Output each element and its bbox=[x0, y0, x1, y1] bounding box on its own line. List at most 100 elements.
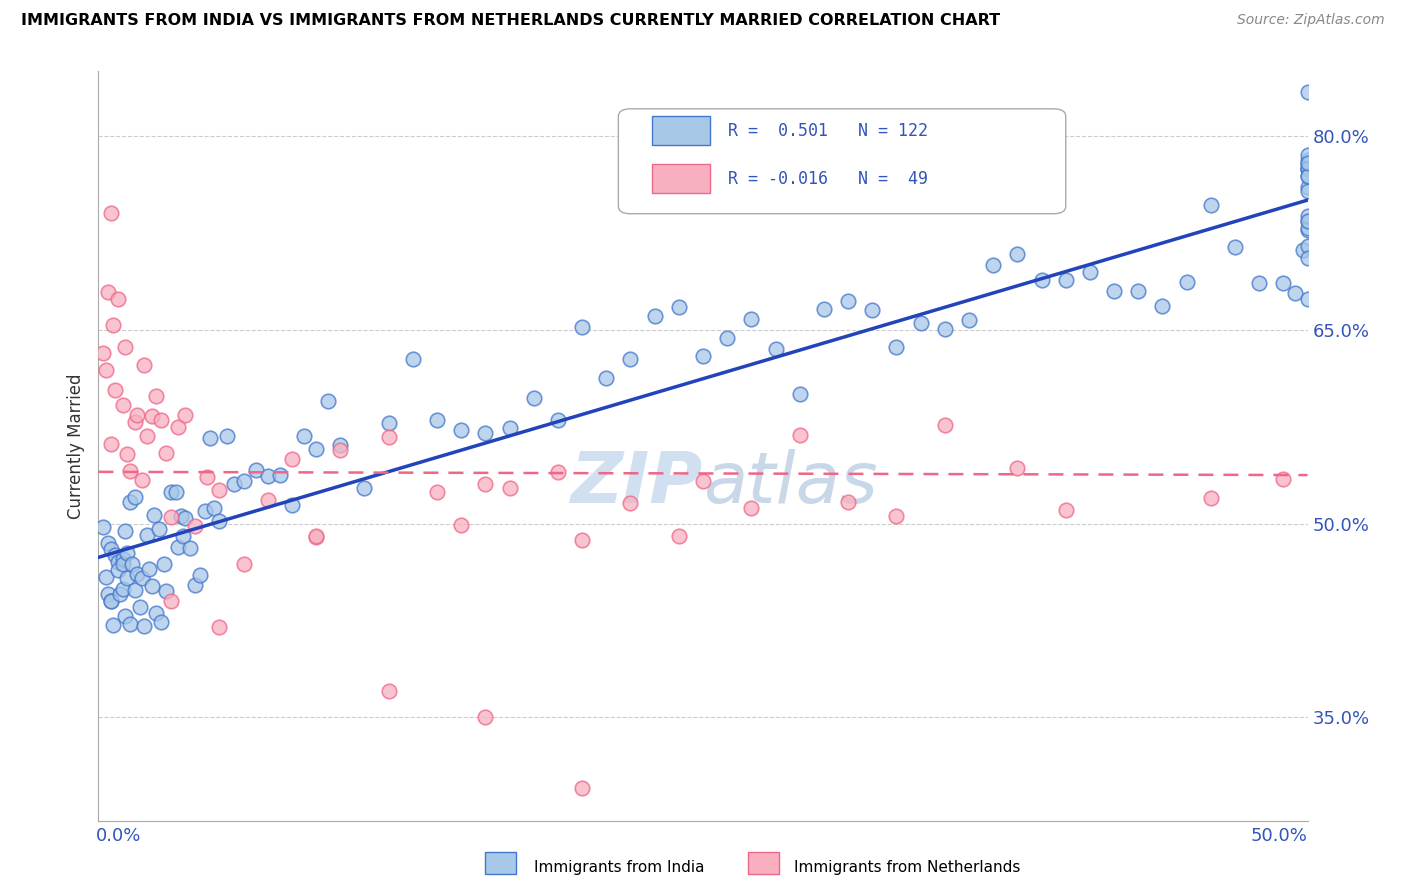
Point bbox=[1272, 472, 1295, 486]
Point bbox=[498, 421, 520, 435]
Point bbox=[619, 496, 641, 510]
Point bbox=[114, 524, 136, 539]
Point bbox=[1152, 299, 1174, 313]
Point bbox=[1296, 86, 1319, 100]
Point bbox=[138, 562, 160, 576]
Point bbox=[571, 319, 593, 334]
Point bbox=[1296, 157, 1319, 171]
Point bbox=[619, 351, 641, 366]
Point bbox=[426, 484, 449, 499]
Point bbox=[232, 475, 254, 489]
Text: IMMIGRANTS FROM INDIA VS IMMIGRANTS FROM NETHERLANDS CURRENTLY MARRIED CORRELATI: IMMIGRANTS FROM INDIA VS IMMIGRANTS FROM… bbox=[21, 13, 1000, 29]
Point bbox=[104, 383, 127, 397]
Point bbox=[305, 530, 328, 544]
Point bbox=[1296, 214, 1319, 228]
Point bbox=[111, 582, 134, 597]
Point bbox=[222, 476, 245, 491]
Point bbox=[174, 511, 197, 525]
Point bbox=[316, 394, 339, 409]
Point bbox=[167, 420, 190, 434]
Point bbox=[152, 558, 174, 572]
Point bbox=[1284, 286, 1306, 301]
Bar bbox=[652, 116, 710, 145]
Point bbox=[101, 318, 124, 332]
Point bbox=[474, 477, 496, 491]
Point bbox=[94, 363, 117, 377]
Point bbox=[128, 599, 150, 614]
Point bbox=[957, 313, 980, 327]
Point bbox=[981, 258, 1004, 272]
Point bbox=[107, 555, 129, 569]
Point bbox=[692, 349, 714, 363]
Point bbox=[1102, 285, 1125, 299]
Point bbox=[450, 518, 472, 533]
Point bbox=[131, 571, 153, 585]
Point bbox=[141, 579, 163, 593]
Point bbox=[134, 619, 156, 633]
Point bbox=[100, 593, 122, 607]
Point bbox=[716, 331, 738, 345]
Text: R = -0.016   N =  49: R = -0.016 N = 49 bbox=[728, 169, 928, 187]
Point bbox=[148, 523, 170, 537]
Point bbox=[1007, 461, 1029, 475]
Y-axis label: Currently Married: Currently Married bbox=[67, 373, 86, 519]
Point bbox=[305, 529, 328, 543]
Point bbox=[104, 548, 127, 562]
Point bbox=[100, 206, 122, 220]
Point bbox=[198, 431, 221, 445]
Point bbox=[1296, 169, 1319, 183]
Point bbox=[1296, 161, 1319, 176]
Point bbox=[117, 571, 139, 585]
Point bbox=[134, 358, 156, 372]
Point bbox=[547, 412, 569, 426]
Point bbox=[934, 322, 956, 336]
Point bbox=[377, 417, 399, 431]
Bar bbox=[652, 164, 710, 193]
Point bbox=[1078, 265, 1101, 279]
Point bbox=[111, 398, 134, 412]
Point bbox=[124, 490, 146, 504]
Point bbox=[1296, 148, 1319, 162]
Point bbox=[118, 617, 141, 632]
Point bbox=[789, 386, 811, 401]
Text: R =  0.501   N = 122: R = 0.501 N = 122 bbox=[728, 121, 928, 139]
Point bbox=[1007, 247, 1029, 261]
Point bbox=[91, 345, 114, 359]
Point bbox=[155, 446, 177, 460]
Point bbox=[131, 473, 153, 487]
Point bbox=[1296, 161, 1319, 175]
Point bbox=[127, 408, 149, 422]
Point bbox=[1296, 153, 1319, 167]
Point bbox=[1175, 276, 1198, 290]
Point bbox=[100, 594, 122, 608]
Point bbox=[498, 481, 520, 495]
Point bbox=[1054, 503, 1077, 517]
Point bbox=[1296, 156, 1319, 170]
Point bbox=[160, 484, 183, 499]
Text: 0.0%: 0.0% bbox=[96, 827, 142, 845]
Point bbox=[1199, 198, 1222, 212]
Point bbox=[245, 463, 267, 477]
Point bbox=[167, 540, 190, 554]
Text: Immigrants from India: Immigrants from India bbox=[534, 860, 704, 874]
Point bbox=[595, 370, 617, 384]
Point bbox=[118, 495, 141, 509]
Point bbox=[117, 447, 139, 461]
Bar bbox=[748, 852, 779, 874]
Point bbox=[377, 429, 399, 443]
Point bbox=[155, 583, 177, 598]
Point bbox=[934, 417, 956, 432]
Point bbox=[765, 342, 787, 356]
Point bbox=[450, 423, 472, 437]
Point bbox=[1054, 273, 1077, 287]
Point bbox=[124, 583, 146, 598]
Point bbox=[111, 552, 134, 566]
Point bbox=[886, 340, 908, 354]
Point bbox=[547, 465, 569, 479]
Point bbox=[184, 519, 207, 533]
Point bbox=[474, 425, 496, 440]
Point bbox=[1296, 179, 1319, 194]
Point bbox=[107, 292, 129, 306]
Point bbox=[1292, 244, 1315, 258]
Point bbox=[1272, 276, 1295, 290]
